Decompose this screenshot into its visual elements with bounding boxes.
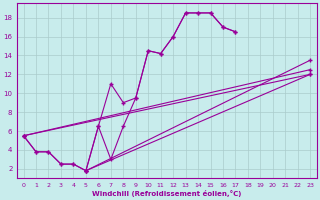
X-axis label: Windchill (Refroidissement éolien,°C): Windchill (Refroidissement éolien,°C) [92,190,242,197]
